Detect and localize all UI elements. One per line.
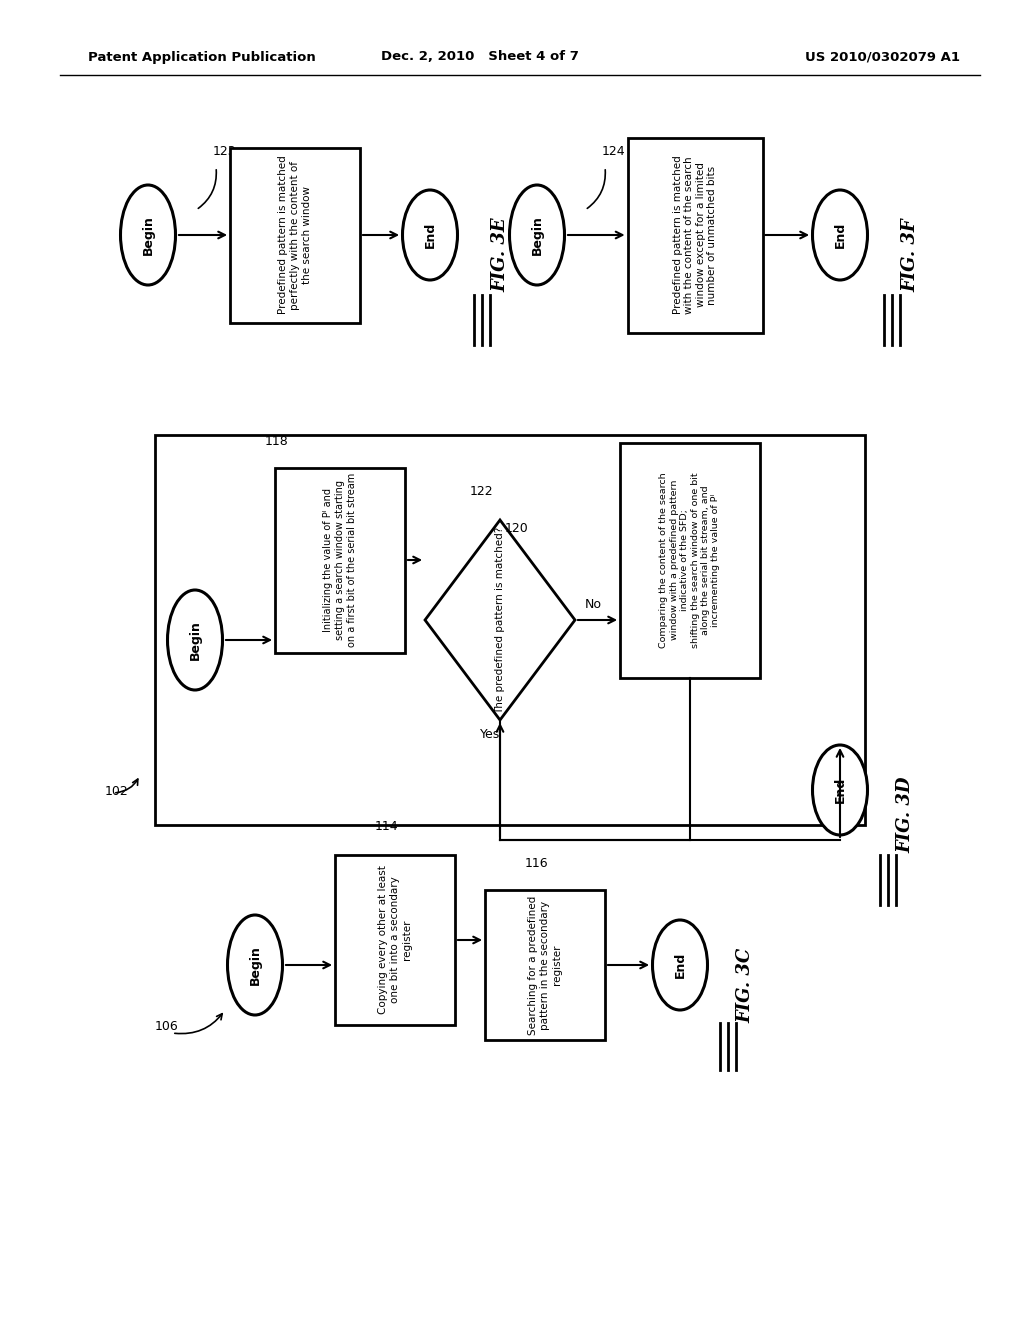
Text: Predefined pattern is matched
with the content of the search
window except for a: Predefined pattern is matched with the c… (673, 156, 718, 314)
Text: Patent Application Publication: Patent Application Publication (88, 50, 315, 63)
Text: 122: 122 (470, 484, 494, 498)
Text: Copying every other at least
one bit into a secondary
register: Copying every other at least one bit int… (379, 866, 412, 1015)
Polygon shape (425, 520, 575, 719)
FancyBboxPatch shape (230, 148, 360, 322)
Text: US 2010/0302079 A1: US 2010/0302079 A1 (805, 50, 961, 63)
Text: End: End (834, 222, 847, 248)
Text: The predefined pattern is matched?: The predefined pattern is matched? (495, 527, 505, 714)
Ellipse shape (402, 190, 458, 280)
Ellipse shape (812, 190, 867, 280)
FancyBboxPatch shape (620, 442, 760, 677)
Ellipse shape (812, 744, 867, 836)
Ellipse shape (227, 915, 283, 1015)
FancyBboxPatch shape (335, 855, 455, 1026)
Text: Dec. 2, 2010   Sheet 4 of 7: Dec. 2, 2010 Sheet 4 of 7 (381, 50, 579, 63)
Text: Begin: Begin (141, 215, 155, 255)
Text: 116: 116 (525, 857, 549, 870)
Text: Initializing the value of Pᴵ and
setting a search window starting
on a first bit: Initializing the value of Pᴵ and setting… (324, 473, 356, 647)
Text: 114: 114 (375, 820, 398, 833)
Text: 120: 120 (505, 521, 528, 535)
Text: FIG. 3D: FIG. 3D (896, 776, 914, 853)
FancyBboxPatch shape (628, 137, 763, 333)
Text: Comparing the content of the search
window with a predefined pattern
indicative : Comparing the content of the search wind… (659, 473, 721, 648)
Text: 106: 106 (155, 1020, 179, 1034)
FancyBboxPatch shape (275, 467, 406, 652)
Text: FIG. 3E: FIG. 3E (490, 218, 509, 292)
Ellipse shape (510, 185, 564, 285)
Ellipse shape (121, 185, 175, 285)
Text: Begin: Begin (530, 215, 544, 255)
Text: No: No (585, 598, 602, 611)
Text: Begin: Begin (188, 620, 202, 660)
Text: End: End (674, 952, 686, 978)
Text: 118: 118 (265, 436, 289, 447)
Text: Predefined pattern is matched
perfectly with the content of
the search window: Predefined pattern is matched perfectly … (279, 156, 311, 314)
Text: FIG. 3F: FIG. 3F (901, 218, 919, 292)
Text: 123: 123 (213, 145, 237, 158)
Text: Searching for a predefined
pattern in the secondary
register: Searching for a predefined pattern in th… (528, 895, 561, 1035)
FancyBboxPatch shape (485, 890, 605, 1040)
Text: 124: 124 (602, 145, 626, 158)
Text: FIG. 3C: FIG. 3C (736, 948, 754, 1023)
Ellipse shape (652, 920, 708, 1010)
Text: Begin: Begin (249, 945, 261, 985)
Ellipse shape (168, 590, 222, 690)
Text: 102: 102 (105, 785, 129, 799)
Text: Yes: Yes (480, 729, 501, 741)
Text: End: End (834, 777, 847, 803)
Text: End: End (424, 222, 436, 248)
